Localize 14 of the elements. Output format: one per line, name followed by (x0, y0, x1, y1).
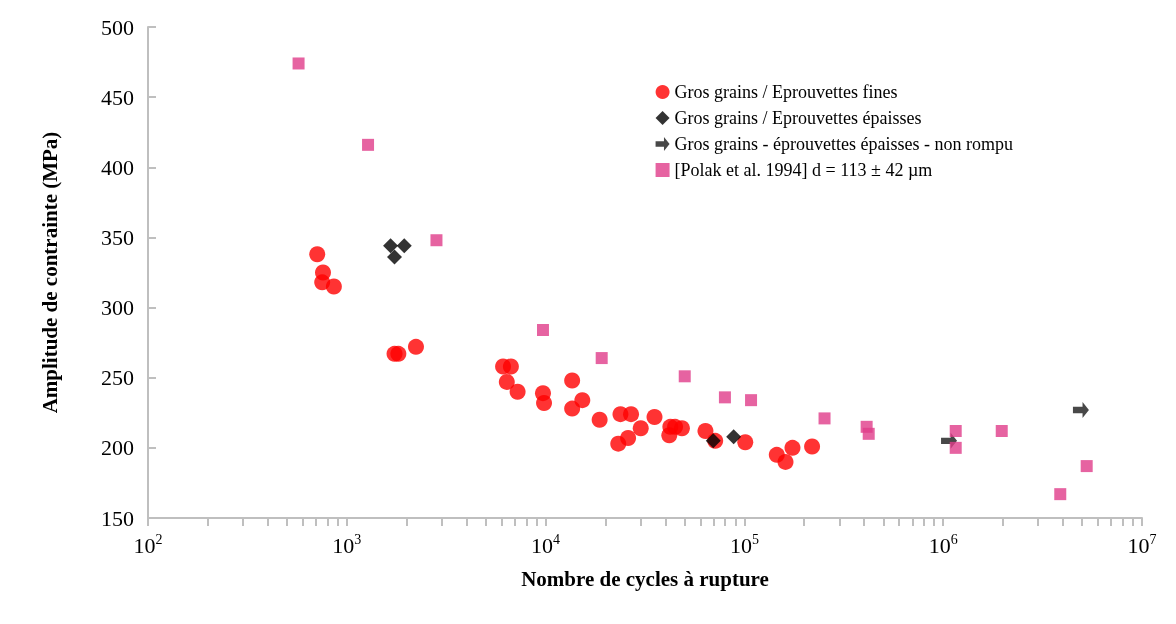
y-tick-label: 150 (101, 505, 134, 531)
legend-label: Gros grains / Eprouvettes fines (674, 82, 898, 102)
legend-label: Gros grains / Eprouvettes épaisses (674, 108, 922, 128)
y-tick-label: 500 (101, 14, 134, 40)
legend-label: [Polak et al. 1994] d = 113 ± 42 µm (674, 160, 933, 180)
y-tick-label: 300 (101, 295, 134, 321)
y-tick-label: 450 (101, 84, 134, 110)
y-tick-label: 350 (101, 224, 134, 250)
y-tick-label: 250 (101, 365, 134, 391)
x-axis-title: Nombre de cycles à rupture (521, 566, 769, 591)
y-tick-label: 200 (101, 435, 134, 461)
y-tick-label: 400 (101, 154, 134, 180)
legend-label: Gros grains - éprouvettes épaisses - non rompu (674, 134, 1014, 154)
y-axis-title: Amplitude de contrainte (MPa) (37, 131, 62, 414)
